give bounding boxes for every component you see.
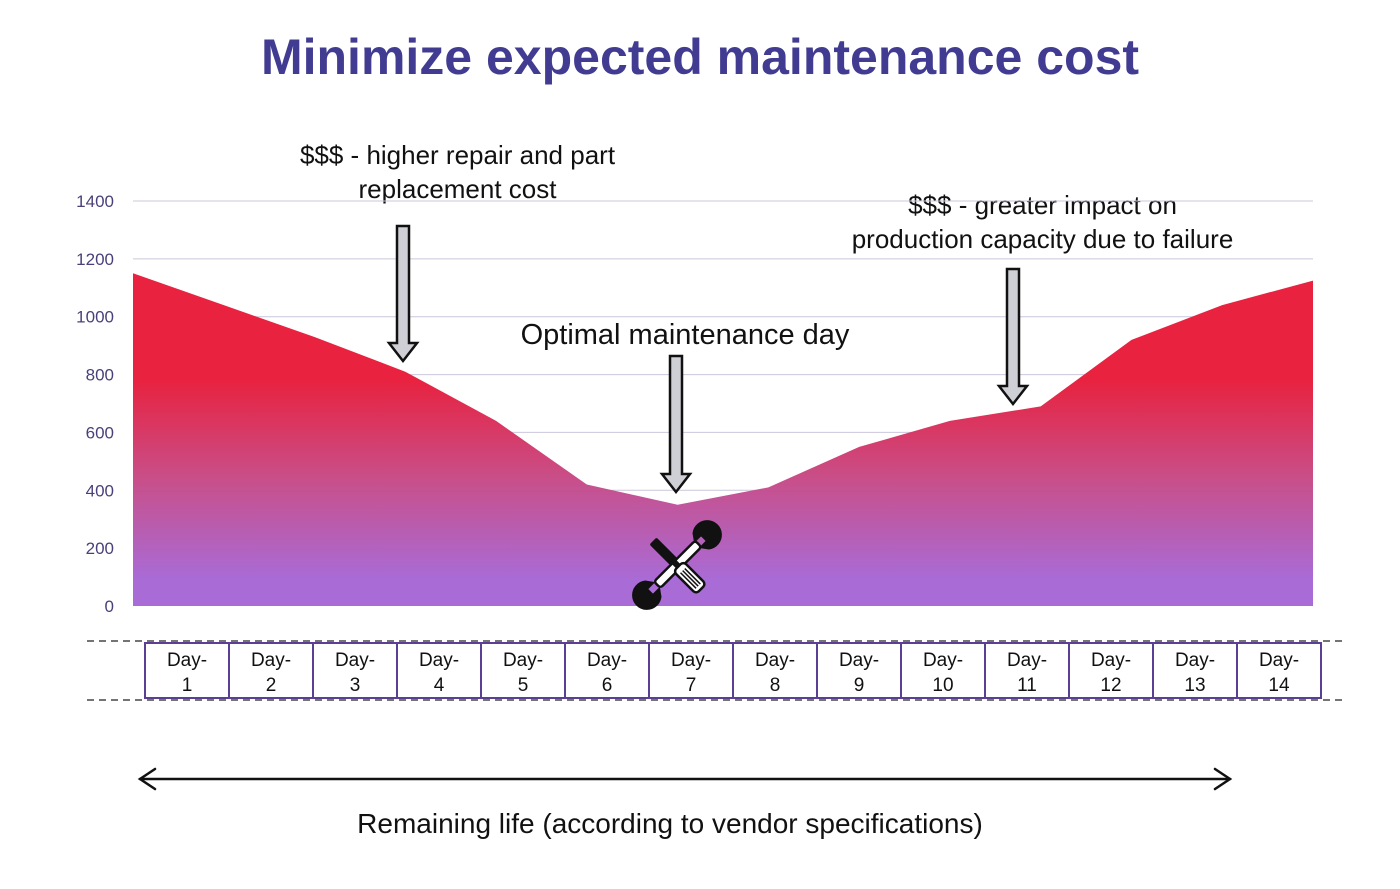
data-point-day-9 [857,445,861,449]
y-tick-label: 400 [86,481,114,500]
y-tick-label: 1200 [76,250,114,269]
data-point-day-10 [948,419,952,423]
day-box-7: Day- 7 [648,642,734,699]
arrow-optimal-day [659,354,693,495]
x-tick-label: Day- [419,650,459,671]
data-point-day-8 [766,485,770,489]
x-tick-label: Day- [1175,650,1215,671]
x-tick-label: Day- [335,650,375,671]
x-tick-label: Day- [251,650,291,671]
x-tick-label-number: 2 [266,675,277,696]
data-point-day-13 [1220,303,1224,307]
annotation-repair-cost-line2: replacement cost [358,174,557,204]
x-tick-label-number: 8 [770,675,781,696]
data-point-day-6 [585,483,589,487]
x-tick-label: Day- [1259,650,1299,671]
day-box-6: Day- 6 [564,642,650,699]
x-tick-label-number: 10 [932,675,953,696]
day-box-12: Day- 12 [1068,642,1154,699]
remaining-life-arrow [137,767,1233,791]
data-point-day-4 [403,370,407,374]
data-point-day-11 [1039,404,1043,408]
x-tick-label: Day- [1007,650,1047,671]
page-title: Minimize expected maintenance cost [260,29,1140,85]
day-box-5: Day- 5 [480,642,566,699]
day-box-11: Day- 11 [984,642,1070,699]
x-tick-label-number: 6 [602,675,613,696]
x-tick-label: Day- [755,650,795,671]
day-box-10: Day- 10 [900,642,986,699]
data-point-day-2 [222,303,226,307]
y-tick-label: 1400 [76,192,114,211]
day-axis: Day- 1 Day- 2 Day- 3 Day- 4 Day- 5 Day- 6 Day- 7 Day- 8… [87,640,1345,701]
annotation-repair-cost-line1: $$$ - higher repair and part [299,140,616,170]
day-box-14: Day- 14 [1236,642,1322,699]
day-box-8: Day- 8 [732,642,818,699]
x-tick-label-number: 1 [182,675,193,696]
y-tick-label: 600 [86,423,114,442]
arrow-production-impact [996,267,1030,407]
annotation-production-impact-line2: production capacity due to failure [851,224,1234,254]
x-tick-label-number: 7 [686,675,697,696]
x-tick-label-number: 12 [1100,675,1121,696]
data-point-day-12 [1129,338,1133,342]
x-tick-label-number: 13 [1184,675,1205,696]
tools-icon [632,520,722,610]
annotation-production-impact-line1: $$$ - greater impact on [908,190,1177,220]
x-tick-label: Day- [167,650,207,671]
remaining-life-label: Remaining life (according to vendor spec… [357,808,983,839]
data-point-day-1 [131,271,135,275]
day-box-3: Day- 3 [312,642,398,699]
x-tick-label-number: 3 [350,675,361,696]
x-tick-label-number: 11 [1017,675,1037,696]
y-axis-ticks: 0 200 400 600 800 1000 1200 1400 [76,192,114,616]
x-tick-label-number: 5 [518,675,529,696]
x-tick-label-number: 14 [1268,675,1290,696]
arrow-repair-cost [386,224,420,364]
data-points [131,271,1315,506]
x-tick-label: Day- [923,650,963,671]
x-tick-label: Day- [587,650,627,671]
data-point-day-5 [494,419,498,423]
y-tick-label: 200 [86,539,114,558]
y-tick-label: 1000 [76,308,114,327]
day-box-2: Day- 2 [228,642,314,699]
data-point-day-3 [313,335,317,339]
y-tick-label: 0 [105,597,114,616]
day-box-13: Day- 13 [1152,642,1238,699]
day-box-4: Day- 4 [396,642,482,699]
annotation-optimal-day: Optimal maintenance day [520,319,850,351]
day-box-1: Day- 1 [144,642,230,699]
day-box-9: Day- 9 [816,642,902,699]
data-point-day-7 [676,503,680,507]
x-tick-label-number: 4 [434,675,445,696]
x-tick-label: Day- [839,650,879,671]
x-tick-label: Day- [671,650,711,671]
x-tick-label-number: 9 [854,675,865,696]
y-tick-label: 800 [86,366,114,385]
x-tick-label: Day- [1091,650,1131,671]
x-tick-label: Day- [503,650,543,671]
data-point-day-14 [1311,279,1315,283]
